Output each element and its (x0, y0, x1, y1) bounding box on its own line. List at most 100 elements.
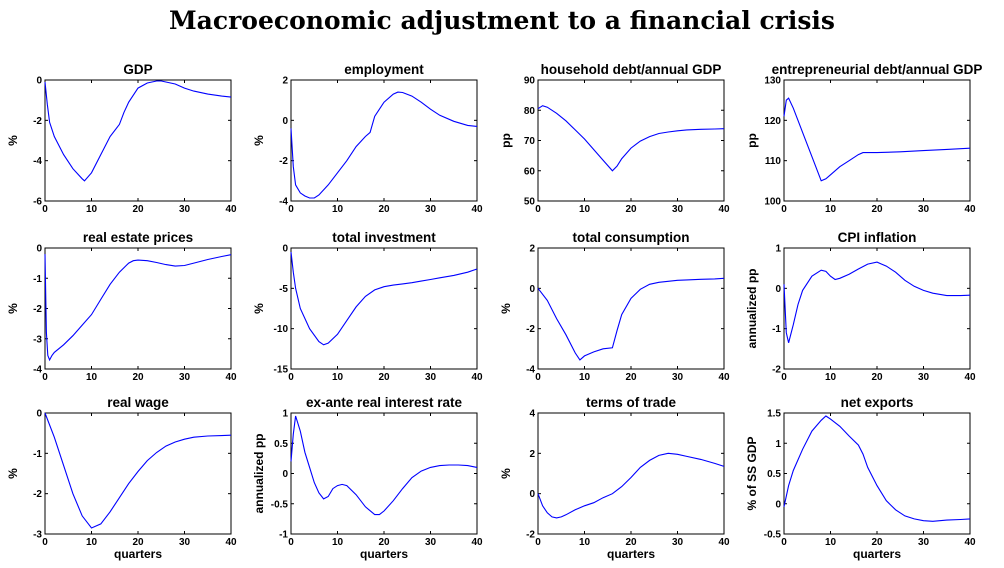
x-tick-label: 0 (535, 537, 541, 548)
chart-panel: 0 10 20 30 40 -15 -10 -5 0 total investment% (252, 230, 483, 383)
panel-title: CPI inflation (838, 230, 917, 245)
y-tick-label: -1 (33, 449, 42, 460)
chart-panel: 0 10 20 30 40 -4 -3 -2 -1 0 real estate prices% (6, 230, 237, 383)
x-tick-label: 40 (471, 537, 483, 548)
x-axis-label: quarters (853, 547, 901, 561)
x-tick-label: 40 (225, 537, 237, 548)
y-axis-label: % (6, 468, 20, 479)
y-tick-label: -6 (33, 197, 42, 208)
y-tick-label: 100 (764, 197, 781, 208)
series-line (44, 254, 232, 362)
y-tick-label: -5 (279, 284, 288, 295)
y-tick-label: 0 (36, 76, 42, 87)
y-axis-label: % (499, 303, 513, 314)
y-tick-label: -2 (33, 116, 42, 127)
panel-title: ex-ante real interest rate (306, 395, 463, 410)
panel-title: employment (344, 62, 424, 77)
y-tick-label: 0.5 (767, 469, 781, 480)
x-tick-label: 40 (718, 204, 730, 215)
x-tick-label: 20 (871, 372, 883, 383)
y-tick-label: 110 (765, 156, 782, 167)
y-tick-label: -0.5 (271, 499, 289, 510)
series-line (537, 452, 725, 519)
y-tick-label: 0 (282, 469, 288, 480)
y-axis-label: % (6, 303, 20, 314)
panel-title: household debt/annual GDP (541, 62, 722, 77)
x-tick-label: 30 (425, 372, 437, 383)
y-tick-label: 70 (524, 136, 536, 147)
y-tick-label: 2 (282, 76, 288, 87)
series-line (44, 412, 232, 529)
x-tick-label: 40 (718, 372, 730, 383)
x-tick-label: 0 (42, 372, 48, 383)
y-tick-label: -0.5 (764, 530, 782, 541)
x-tick-label: 10 (825, 537, 837, 548)
series-line (537, 277, 725, 361)
chart-panel: 0 10 20 30 40 -4 -2 0 2 total consumption% (499, 230, 730, 383)
x-tick-label: 20 (132, 537, 144, 548)
y-tick-label: -4 (33, 156, 42, 167)
x-tick-label: 20 (871, 204, 883, 215)
x-tick-label: 10 (86, 204, 98, 215)
y-tick-label: -1 (33, 274, 42, 285)
panel-title: total consumption (573, 230, 690, 245)
series-line (783, 261, 971, 343)
x-tick-label: 20 (132, 204, 144, 215)
series-line (44, 80, 232, 182)
x-tick-label: 30 (179, 372, 191, 383)
x-tick-label: 40 (964, 537, 976, 548)
y-tick-label: -1 (772, 324, 781, 335)
plot-frame (44, 412, 232, 535)
plot-frame (783, 79, 971, 202)
x-tick-label: 20 (871, 537, 883, 548)
chart-panel: 0 10 20 30 40 -6 -4 -2 0 GDP% (6, 62, 237, 215)
x-tick-label: 20 (625, 537, 637, 548)
chart-panel: 0 10 20 30 40 -2 -1 0 1 CPI inflation annualized p… (745, 230, 976, 383)
y-tick-label: 50 (524, 197, 536, 208)
x-tick-label: 40 (964, 204, 976, 215)
y-tick-label: -1 (279, 530, 288, 541)
panel-title: total investment (332, 230, 436, 245)
y-tick-label: 0 (282, 244, 288, 255)
y-tick-label: -4 (526, 365, 535, 376)
plot-frame (44, 79, 232, 202)
y-tick-label: -3 (33, 530, 42, 541)
plot-frame (290, 247, 478, 370)
panel-title: terms of trade (586, 395, 677, 410)
x-tick-label: 30 (179, 537, 191, 548)
x-tick-label: 0 (42, 204, 48, 215)
y-tick-label: 130 (764, 76, 781, 87)
y-tick-label: -4 (279, 197, 288, 208)
x-tick-label: 30 (179, 204, 191, 215)
chart-panel: 0 10 20 30 40 -3 -2 -1 0 real wage% quarters (6, 395, 237, 561)
y-axis-label: % of SS GDP (745, 436, 759, 510)
x-tick-label: 10 (825, 372, 837, 383)
y-tick-label: -2 (526, 530, 535, 541)
y-tick-label: 0 (282, 116, 288, 127)
x-tick-label: 10 (579, 204, 591, 215)
x-tick-label: 40 (225, 372, 237, 383)
y-axis-label: % (252, 303, 266, 314)
x-tick-label: 20 (132, 372, 144, 383)
y-axis-label: pp (745, 133, 759, 148)
series-line (290, 415, 478, 516)
y-tick-label: 2 (529, 244, 535, 255)
x-tick-label: 0 (42, 537, 48, 548)
y-tick-label: 60 (524, 166, 536, 177)
x-tick-label: 0 (781, 537, 787, 548)
panel-title: real estate prices (83, 230, 193, 245)
y-axis-label: annualized pp (745, 268, 759, 348)
x-tick-label: 30 (425, 204, 437, 215)
x-axis-label: quarters (607, 547, 655, 561)
x-axis-label: quarters (360, 547, 408, 561)
x-tick-label: 0 (535, 204, 541, 215)
x-tick-label: 30 (672, 204, 684, 215)
y-tick-label: -2 (526, 324, 535, 335)
y-tick-label: 1 (282, 409, 288, 420)
y-tick-label: -10 (274, 324, 289, 335)
y-tick-label: 0 (36, 244, 42, 255)
x-tick-label: 20 (378, 372, 390, 383)
chart-panel: 0 10 20 30 40 -1 -0.5 0 0.5 1 ex-ante real interes… (252, 395, 483, 561)
x-tick-label: 30 (918, 204, 930, 215)
